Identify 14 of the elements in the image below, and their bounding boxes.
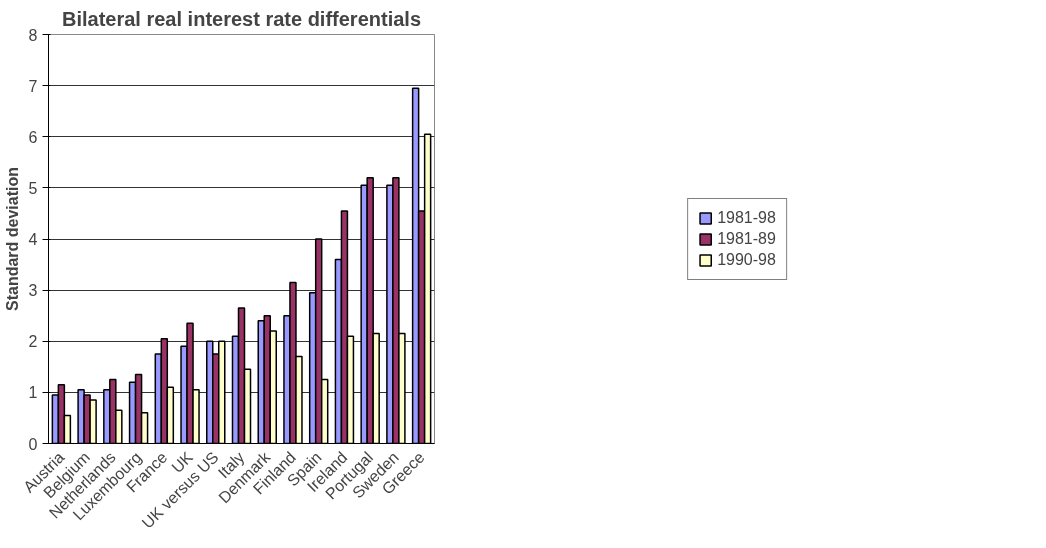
legend-label: 1981-89 xyxy=(717,229,776,248)
y-tick-label: 3 xyxy=(28,282,38,300)
y-tick-label: 0 xyxy=(28,435,38,453)
y-tick-label: 6 xyxy=(28,128,38,146)
y-tick-label: 5 xyxy=(28,179,38,197)
chart-title: Bilateral real interest rate differentials xyxy=(61,7,422,30)
y-tick-label: 2 xyxy=(28,333,38,351)
legend-label: 1990-98 xyxy=(717,250,776,269)
y-axis-title: Standard deviation xyxy=(3,166,21,312)
y-tick-label: 4 xyxy=(28,231,38,248)
y-tick-label: 7 xyxy=(28,77,38,95)
y-tick-label: 1 xyxy=(28,384,38,402)
legend-label: 1981-98 xyxy=(717,208,776,227)
y-tick-label: 8 xyxy=(28,26,38,44)
